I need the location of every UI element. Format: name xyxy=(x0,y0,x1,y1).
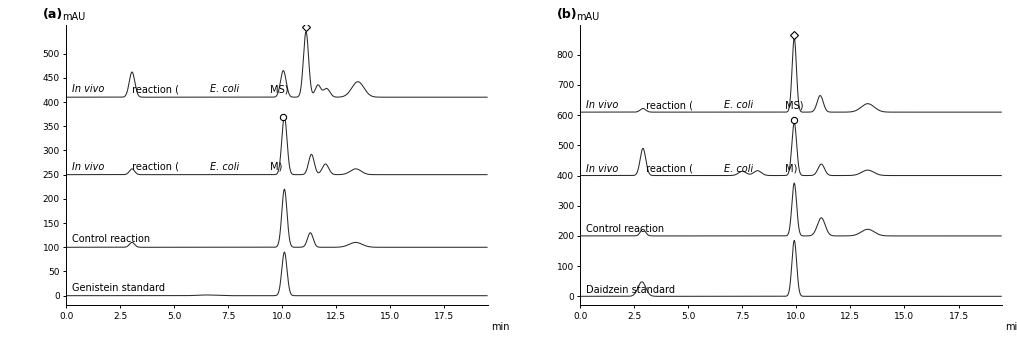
Text: Control reaction: Control reaction xyxy=(71,234,149,244)
Text: E. coli: E. coli xyxy=(724,164,754,174)
Text: E. coli: E. coli xyxy=(724,100,754,110)
Text: M): M) xyxy=(781,164,797,174)
Text: In vivo: In vivo xyxy=(586,100,618,110)
Text: (b): (b) xyxy=(557,8,578,21)
Text: Genistein standard: Genistein standard xyxy=(71,283,165,293)
Text: MS): MS) xyxy=(267,84,289,94)
X-axis label: min: min xyxy=(491,322,510,332)
Text: In vivo: In vivo xyxy=(71,84,104,94)
Text: mAU: mAU xyxy=(62,12,85,22)
Text: E. coli: E. coli xyxy=(210,84,239,94)
Text: M): M) xyxy=(267,162,283,172)
Text: In vivo: In vivo xyxy=(71,162,104,172)
Text: reaction (: reaction ( xyxy=(643,100,694,110)
Text: reaction (: reaction ( xyxy=(643,164,694,174)
Text: reaction (: reaction ( xyxy=(129,84,179,94)
Text: mAU: mAU xyxy=(576,12,599,22)
Text: Daidzein standard: Daidzein standard xyxy=(586,285,674,294)
Text: (a): (a) xyxy=(43,8,63,21)
Text: E. coli: E. coli xyxy=(210,162,239,172)
Text: MS): MS) xyxy=(781,100,803,110)
Text: In vivo: In vivo xyxy=(586,164,618,174)
Text: Control reaction: Control reaction xyxy=(586,224,664,234)
X-axis label: min: min xyxy=(1005,322,1017,332)
Text: reaction (: reaction ( xyxy=(129,162,179,172)
